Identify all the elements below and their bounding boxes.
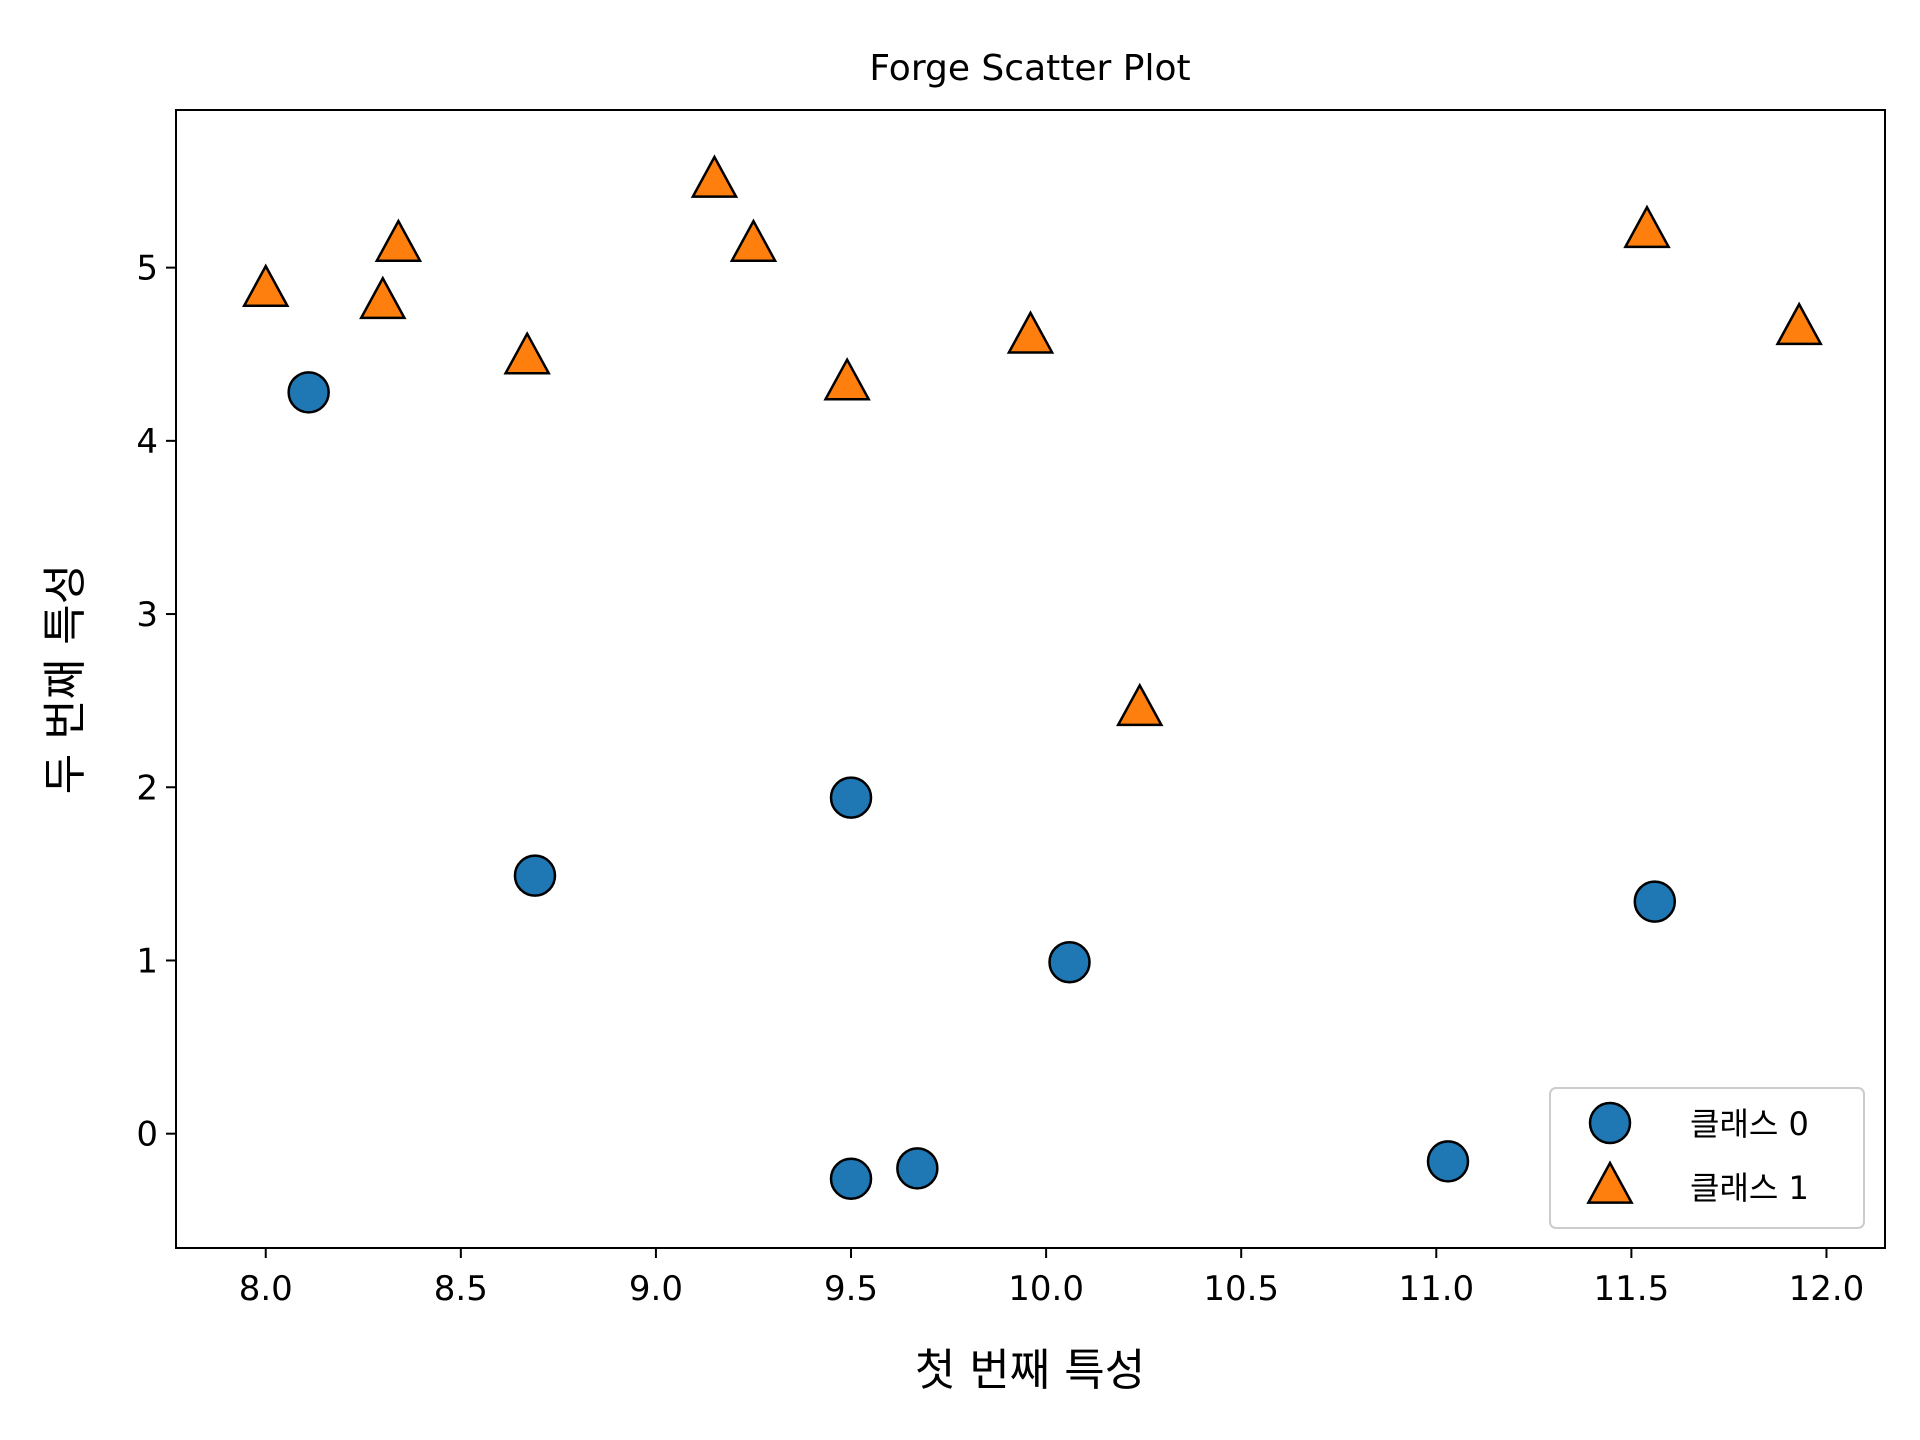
x-tick-label: 9.0	[629, 1269, 683, 1309]
x-axis: 8.0 8.5 9.0 9.5 10.0 10.5 11.0 11.5 12.0	[239, 1248, 1865, 1309]
y-axis-label: 두 번째 특성	[40, 564, 91, 794]
legend-marker-1	[1586, 1160, 1634, 1204]
x-tick-label: 10.0	[1008, 1269, 1084, 1309]
y-tick-label: 0	[136, 1115, 158, 1155]
data-point-triangle	[823, 357, 871, 401]
series-0	[287, 371, 1677, 1200]
y-tick-label: 4	[136, 422, 158, 462]
plot-frame	[175, 109, 1886, 1249]
data-point-triangle	[1006, 310, 1055, 354]
data-point-circle	[287, 371, 330, 414]
data-point-triangle	[359, 275, 407, 320]
data-point-circle	[513, 854, 557, 897]
data-point-circle	[829, 1157, 873, 1200]
x-tick-label: 8.0	[239, 1269, 293, 1309]
legend-marker-0	[1588, 1101, 1632, 1145]
x-tick-label: 10.5	[1203, 1269, 1279, 1309]
plot-area	[175, 109, 1886, 1249]
data-point-triangle	[1623, 204, 1671, 249]
data-point-triangle	[242, 263, 290, 307]
y-axis: 0 1 2 3 4 5	[136, 249, 176, 1155]
y-tick-label: 2	[136, 768, 158, 808]
data-point-circle	[1633, 880, 1677, 923]
legend-label-1: 클래스 1	[1690, 1169, 1809, 1207]
legend: 클래스 0 클래스 1	[1549, 1087, 1865, 1229]
data-point-circle	[896, 1147, 939, 1190]
x-axis-label: 첫 번째 특성	[915, 1345, 1145, 1396]
data-point-triangle	[690, 154, 739, 198]
data-point-triangle	[1116, 682, 1164, 727]
legend-items: 클래스 0 클래스 1	[1586, 1101, 1809, 1207]
data-point-triangle	[1775, 301, 1823, 346]
chart-title: Forge Scatter Plot	[869, 48, 1190, 89]
x-tick-label: 11.0	[1398, 1269, 1474, 1309]
x-tick-label: 9.5	[824, 1269, 878, 1309]
data-point-triangle	[503, 331, 551, 375]
data-point-circle	[1048, 940, 1091, 984]
data-point-triangle	[729, 218, 778, 262]
data-point-circle	[1426, 1140, 1470, 1183]
data-point-circle	[829, 776, 873, 819]
y-tick-label: 1	[136, 941, 158, 981]
x-tick-label: 12.0	[1789, 1269, 1865, 1309]
x-tick-label: 8.5	[434, 1269, 488, 1309]
data-markers	[242, 154, 1823, 1200]
series-1	[242, 154, 1823, 727]
data-point-triangle	[374, 218, 423, 262]
legend-label-0: 클래스 0	[1690, 1105, 1809, 1143]
x-tick-label: 11.5	[1594, 1269, 1670, 1309]
y-tick-label: 3	[136, 595, 158, 635]
y-tick-label: 5	[136, 249, 158, 289]
